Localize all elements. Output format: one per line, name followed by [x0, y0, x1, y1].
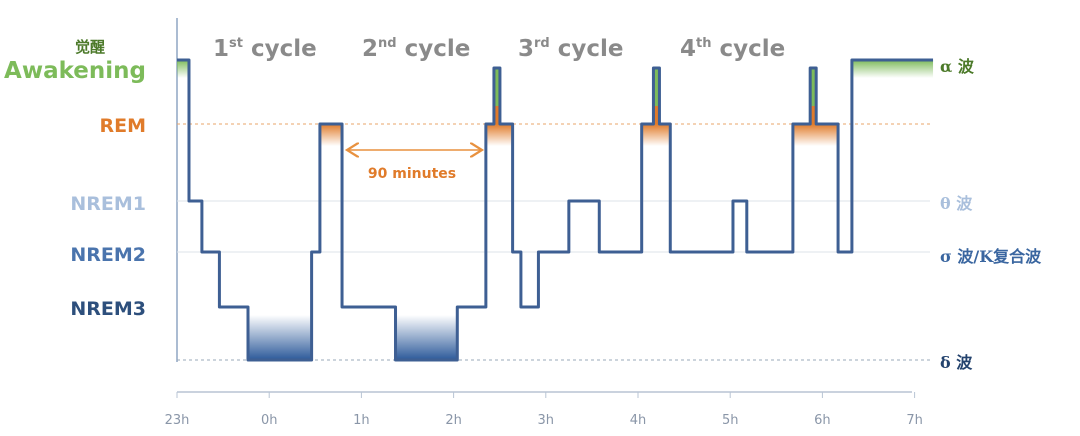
brief-awakening-rem-fill — [653, 106, 660, 124]
cycle-label: 4th cycle — [680, 36, 785, 62]
x-tick-label: 0h — [261, 413, 278, 428]
stage-label-wake: Awakening — [4, 58, 146, 84]
wave-label-n2: σ 波/K复合波 — [940, 247, 1042, 266]
stage-label-n2: NREM2 — [70, 244, 146, 266]
hypnogram-line — [177, 58, 934, 362]
awake-fill — [851, 60, 934, 78]
cycle-label: 3rd cycle — [518, 36, 624, 62]
brief-awakening-rem-fill — [493, 106, 500, 124]
cycle-label: 2nd cycle — [362, 36, 470, 62]
awake-fill — [177, 60, 189, 78]
x-tick-label: 6h — [814, 413, 831, 428]
stage-label-n3: NREM3 — [70, 298, 146, 320]
x-tick-label: 7h — [906, 413, 923, 428]
brief-awakening-fill — [810, 68, 817, 124]
x-tick-label: 2h — [445, 413, 462, 428]
x-tick-label: 1h — [353, 413, 370, 428]
cycle-label: 1st cycle — [213, 36, 317, 62]
x-tick-label: 4h — [630, 413, 647, 428]
stage-label-rem: REM — [99, 115, 146, 137]
stage-label-n1: NREM1 — [70, 193, 146, 215]
x-tick-label: 3h — [538, 413, 555, 428]
brief-awakening-fill — [493, 68, 500, 124]
wave-label-wake: α 波 — [940, 57, 975, 76]
x-tick-label: 23h — [165, 413, 190, 428]
rem-fill — [485, 124, 513, 146]
brief-awakening-rem-fill — [810, 106, 817, 124]
deep-sleep-fill — [395, 315, 458, 360]
deep-sleep-fill — [247, 315, 312, 360]
rem-fill — [319, 124, 343, 146]
brief-awakening-fill — [653, 68, 660, 124]
wave-label-n1: θ 波 — [940, 194, 973, 213]
x-tick-label: 5h — [722, 413, 739, 428]
wave-label-deep: δ 波 — [940, 353, 973, 372]
rem-fill — [641, 124, 671, 146]
ninety-minute-label: 90 minutes — [368, 166, 456, 182]
rem-fill — [792, 124, 839, 146]
stage-label-wake-cn: 觉醒 — [75, 38, 105, 56]
